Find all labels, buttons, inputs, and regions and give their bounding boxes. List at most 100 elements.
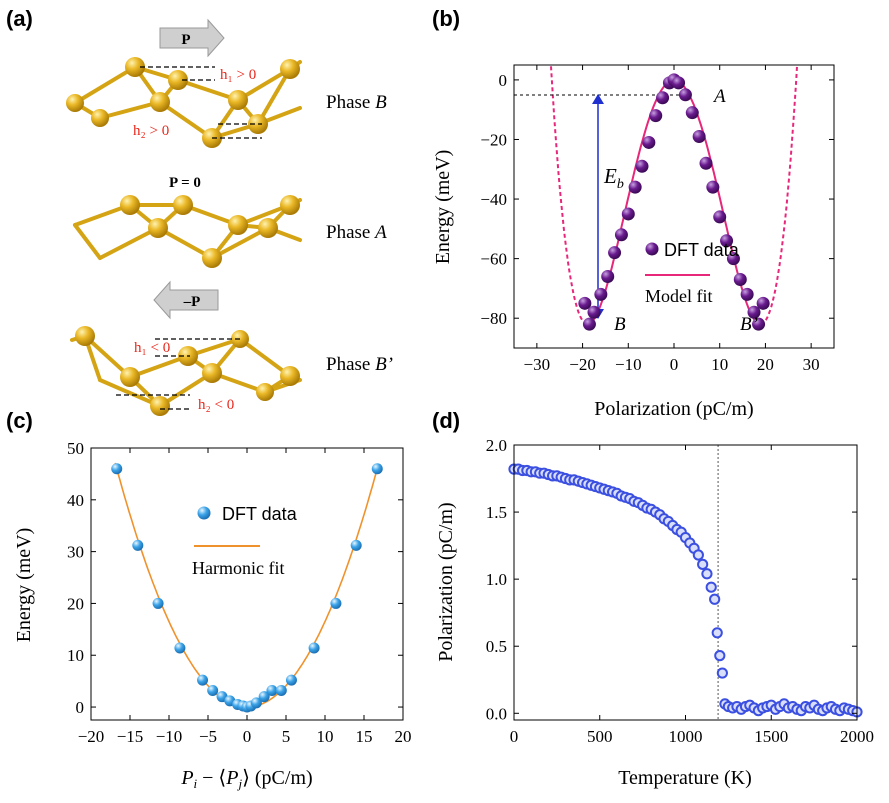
- b-data-point: [747, 305, 761, 319]
- b-data-point: [740, 287, 754, 301]
- d-ytick-label: 2.0: [486, 436, 507, 455]
- h1-positive-label: h₁ > 0: [220, 67, 256, 83]
- panel-d-chart: 0 500 1000 1500 2000 0.0 0.5 1.0 1.5 2.0 Temperat…: [435, 436, 874, 789]
- b-data-point: [635, 159, 649, 173]
- b-data-point: [720, 234, 734, 248]
- d-xtick-label: 1000: [669, 727, 703, 746]
- polarization-arrow-right: P: [159, 18, 225, 58]
- c-ytick-label: 40: [67, 491, 84, 510]
- b-ytick-label: −60: [480, 250, 507, 269]
- structure-phase-b: h₁ > 0 h₂ > 0: [66, 57, 302, 148]
- c-data-point: [350, 539, 362, 551]
- b-data-point: [706, 180, 720, 194]
- c-axes-frame: [90, 447, 404, 721]
- b-data-point: [699, 156, 713, 170]
- d-data-point: [697, 558, 709, 570]
- b-data-point: [726, 252, 740, 266]
- b-data-point: [733, 272, 747, 286]
- c-data-point: [197, 674, 209, 686]
- c-data-point: [258, 691, 270, 703]
- c-data-point: [308, 642, 320, 654]
- b-data-point: [582, 317, 596, 331]
- phase-b-prime-label: Phase B’: [326, 354, 393, 375]
- h2-positive-label: h₂ > 0: [133, 123, 169, 139]
- c-ytick-label: 50: [67, 439, 84, 458]
- d-data-point: [709, 593, 721, 605]
- c-ytick-label: 30: [67, 543, 84, 562]
- b-ytick-label: −40: [480, 190, 507, 209]
- c-y-axis-label: Energy (meV): [13, 528, 35, 643]
- b-ytick-label: −80: [480, 309, 507, 328]
- d-data-point: [701, 568, 713, 580]
- panel-b-chart: −30 −20 −10 0 10 20 30 0 −20 −40 −60 −80 Polarizati…: [432, 64, 835, 420]
- b-data-point: [672, 76, 686, 90]
- d-ytick-label: 1.5: [486, 503, 507, 522]
- b-xtick-label: 30: [803, 355, 820, 374]
- b-data-point: [692, 129, 706, 143]
- b-xtick-label: −30: [524, 355, 551, 374]
- barrier-arrow-head-top: [592, 94, 604, 104]
- b-data-point: [628, 180, 642, 194]
- c-legend-marker-dft: [197, 506, 211, 520]
- b-legend-fit: Model fit: [645, 286, 713, 306]
- polarization-arrow-left: –P: [153, 280, 219, 320]
- c-xtick-label: 15: [356, 727, 373, 746]
- b-ytick-label: 0: [499, 71, 508, 90]
- c-xtick-label: 5: [282, 727, 291, 746]
- d-data-point: [716, 667, 728, 679]
- c-data-point: [207, 684, 219, 696]
- label-energy-barrier: Eb: [603, 164, 624, 192]
- b-data-point: [756, 296, 770, 310]
- panel-label-b: (b): [432, 6, 460, 31]
- c-data-point: [174, 642, 186, 654]
- c-x-axis-label: Pi − ⟨Pj⟩ (pC/m): [180, 767, 312, 791]
- b-data-point: [649, 109, 663, 123]
- arrow-p-label: P: [181, 32, 190, 48]
- c-legend-dft: DFT data: [222, 504, 298, 524]
- b-data-point: [685, 106, 699, 120]
- d-data-point: [711, 627, 723, 639]
- structure-phase-b-prime: h₁ < 0 h₂ < 0: [70, 326, 302, 416]
- d-xtick-label: 1500: [754, 727, 788, 746]
- b-data-point: [678, 88, 692, 102]
- label-point-a: A: [712, 86, 726, 107]
- panel-c-chart: −20 −15 −10 −5 0 5 10 15 20 0 10 20 30 40 50 Pi − ⟨Pj⟩…: [13, 439, 412, 791]
- c-data-point: [132, 539, 144, 551]
- p-zero-label: P = 0: [169, 175, 201, 191]
- b-xtick-label: 0: [670, 355, 679, 374]
- h1-negative-label: h₁ < 0: [134, 340, 170, 356]
- c-ytick-label: 20: [67, 594, 84, 613]
- d-data-point: [692, 549, 704, 561]
- b-data-point: [621, 207, 635, 221]
- arrow-negp-label: –P: [183, 294, 201, 310]
- c-data-point: [275, 684, 287, 696]
- b-fit-curve-dashed-right: [760, 65, 799, 326]
- b-data-point: [601, 270, 615, 284]
- c-xtick-label: −15: [117, 727, 144, 746]
- c-data-point: [266, 684, 278, 696]
- b-data-point: [656, 91, 670, 105]
- b-ytick-label: −20: [480, 130, 507, 149]
- b-legend-marker-dft: [645, 242, 659, 256]
- structure-phase-a: [73, 195, 302, 268]
- b-data-point: [594, 287, 608, 301]
- d-data-point: [705, 581, 717, 593]
- c-xtick-label: −10: [156, 727, 183, 746]
- c-data-point: [330, 597, 342, 609]
- panel-label-c: (c): [6, 408, 33, 433]
- panel-a-structures: P: [66, 18, 393, 416]
- b-data-point: [752, 317, 766, 331]
- b-data-point: [713, 210, 727, 224]
- c-ytick-label: 0: [76, 698, 85, 717]
- label-point-b-prime: B’: [740, 314, 758, 335]
- c-xtick-label: −5: [199, 727, 217, 746]
- b-data-point: [608, 246, 622, 260]
- d-xtick-label: 500: [587, 727, 613, 746]
- c-xtick-label: 20: [395, 727, 412, 746]
- d-xtick-label: 2000: [840, 727, 874, 746]
- c-xtick-label: 0: [243, 727, 252, 746]
- c-xtick-label: 10: [317, 727, 334, 746]
- label-point-b: B: [614, 314, 626, 335]
- d-x-axis-label: Temperature (K): [618, 767, 752, 789]
- d-data-point: [714, 650, 726, 662]
